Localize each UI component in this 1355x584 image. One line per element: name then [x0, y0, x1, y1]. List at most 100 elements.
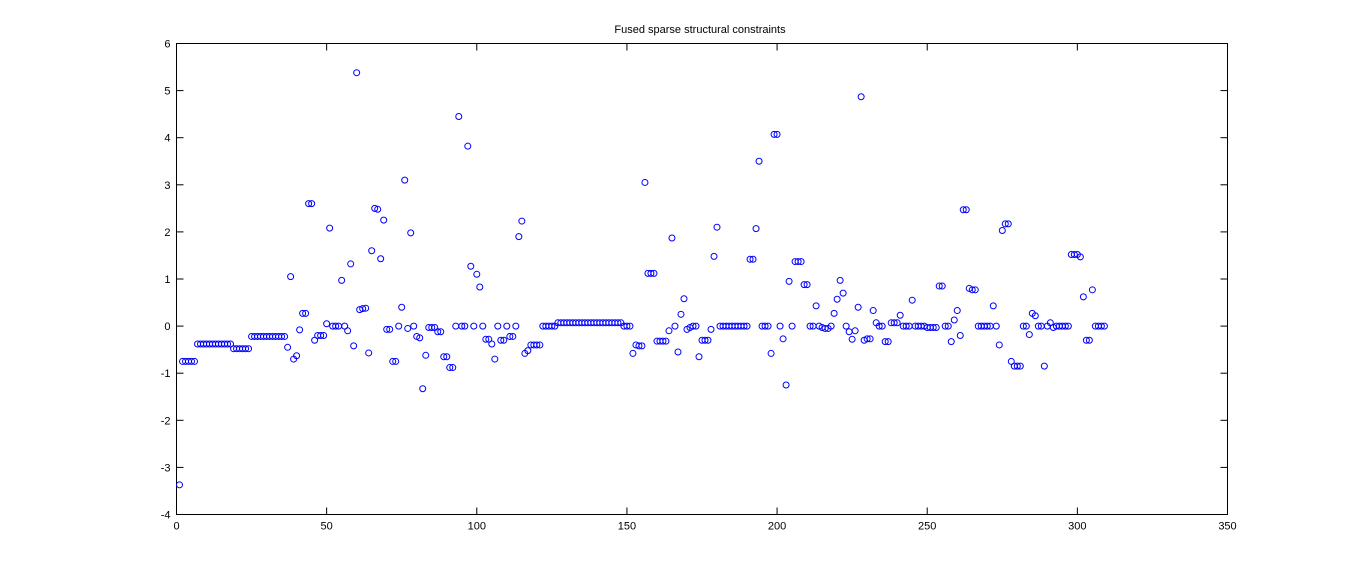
data-point — [755, 157, 763, 165]
y-tick-label: -1 — [161, 368, 171, 380]
data-point — [647, 269, 655, 277]
data-point — [293, 352, 301, 360]
data-point — [524, 347, 532, 355]
data-point — [512, 322, 520, 330]
data-point — [1061, 322, 1069, 330]
data-point — [665, 327, 673, 335]
data-point — [296, 326, 304, 334]
data-point — [680, 295, 688, 303]
data-point — [713, 223, 721, 231]
y-tick-label: 5 — [164, 86, 170, 98]
data-point — [416, 334, 424, 342]
data-point — [245, 345, 253, 353]
data-point — [407, 229, 415, 237]
data-point — [455, 113, 463, 120]
data-point — [374, 205, 382, 213]
data-point — [461, 322, 469, 330]
data-point — [743, 322, 751, 330]
data-point — [701, 336, 709, 344]
y-tick-label: 1 — [164, 274, 170, 286]
data-point — [1013, 362, 1021, 370]
data-point — [344, 327, 352, 335]
data-point — [797, 258, 805, 266]
data-point — [479, 322, 487, 330]
x-tick-label: 50 — [321, 521, 333, 533]
data-point — [932, 324, 940, 332]
data-point — [890, 319, 898, 327]
data-point — [707, 325, 715, 333]
data-point — [1079, 293, 1087, 301]
data-point — [284, 343, 292, 351]
data-point — [761, 322, 769, 330]
x-tick-label: 250 — [918, 521, 936, 533]
data-point — [770, 130, 778, 138]
data-point — [494, 322, 502, 330]
data-point — [875, 322, 883, 330]
data-point — [467, 262, 475, 270]
data-point — [956, 332, 964, 340]
data-point — [623, 322, 631, 330]
data-point — [536, 341, 544, 349]
data-point — [947, 338, 955, 346]
data-point — [896, 311, 904, 319]
data-point — [533, 341, 541, 349]
data-point — [191, 357, 199, 365]
data-point — [518, 217, 526, 225]
data-point — [635, 342, 643, 350]
data-point — [950, 316, 958, 324]
data-point — [323, 320, 331, 328]
data-point — [395, 322, 403, 330]
data-point — [1016, 362, 1024, 370]
data-point — [515, 233, 523, 241]
data-point — [1100, 322, 1108, 330]
data-point — [869, 307, 877, 315]
data-point — [662, 337, 670, 345]
data-point — [440, 353, 448, 361]
data-point — [668, 234, 676, 242]
data-point — [752, 225, 760, 233]
data-point — [674, 348, 682, 356]
data-point — [281, 332, 289, 340]
data-point — [428, 324, 436, 332]
data-point — [1097, 322, 1105, 330]
data-point — [188, 357, 196, 365]
data-point — [806, 322, 814, 330]
data-point — [782, 381, 790, 389]
data-point — [962, 206, 970, 214]
data-point — [971, 286, 979, 294]
data-point — [695, 353, 703, 361]
data-point — [368, 247, 376, 255]
data-point — [968, 286, 976, 294]
data-point — [338, 276, 346, 284]
data-point — [830, 309, 838, 317]
data-point — [638, 342, 646, 350]
data-point — [827, 322, 835, 330]
data-point — [821, 324, 829, 332]
data-point — [1001, 220, 1009, 228]
data-point — [929, 324, 937, 332]
data-point — [434, 328, 442, 336]
data-point — [476, 283, 484, 291]
data-point — [497, 336, 505, 344]
data-point — [863, 335, 871, 343]
data-point — [641, 178, 649, 186]
data-point — [794, 258, 802, 266]
data-point — [419, 385, 427, 393]
data-point — [302, 309, 310, 317]
data-point — [938, 282, 946, 290]
data-point — [839, 289, 847, 297]
data-point — [851, 327, 859, 335]
data-point — [848, 335, 856, 343]
data-point — [350, 342, 358, 350]
data-point — [764, 322, 772, 330]
data-point — [500, 336, 508, 344]
x-tick-label: 300 — [1068, 521, 1086, 533]
data-point — [389, 357, 397, 365]
data-point — [422, 351, 430, 359]
plot-area — [176, 43, 1228, 515]
data-point — [242, 345, 250, 353]
data-point — [812, 302, 820, 310]
data-point — [503, 322, 511, 330]
data-point — [482, 335, 490, 343]
data-point — [347, 260, 355, 268]
